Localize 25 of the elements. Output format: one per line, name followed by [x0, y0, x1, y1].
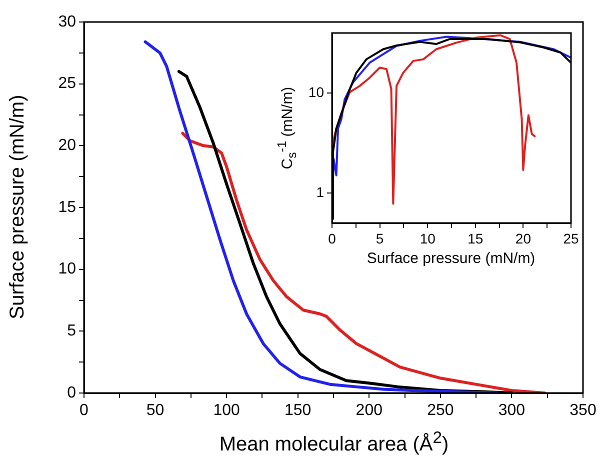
y-tick-label: 30: [58, 13, 76, 30]
x-axis-title: Mean molecular area (Å$^{2}$): [219, 428, 449, 457]
x-tick-label: 250: [427, 402, 454, 420]
x-tick-label: 5: [376, 230, 384, 246]
y-tick-label: 0: [67, 384, 76, 402]
x-tick-label: 20: [515, 230, 532, 246]
x-tick-label: 0: [328, 230, 336, 246]
y-tick-label: 5: [67, 322, 76, 340]
x-tick-label: 0: [80, 402, 89, 420]
y-tick-label: 10: [58, 260, 76, 278]
x-tick-label: 50: [146, 402, 164, 420]
y-tick-label: 1: [316, 184, 324, 200]
x-tick-label: 100: [213, 402, 240, 420]
y-tick-label: 25: [58, 75, 76, 92]
x-axis-title: Surface pressure (mN/m): [366, 250, 536, 267]
x-tick-label: 15: [468, 230, 484, 246]
y-tick-label: 20: [58, 137, 76, 154]
x-tick-label: 350: [570, 402, 596, 420]
x-tick-label: 150: [284, 402, 312, 420]
x-tick-label: 25: [563, 230, 579, 246]
y-tick-label: 15: [58, 198, 76, 216]
y-axis-title: Surface pressure (mN/m): [6, 94, 30, 320]
x-tick-label: 200: [356, 402, 383, 420]
x-tick-label: 10: [420, 230, 436, 246]
x-tick-label: 300: [498, 402, 526, 420]
